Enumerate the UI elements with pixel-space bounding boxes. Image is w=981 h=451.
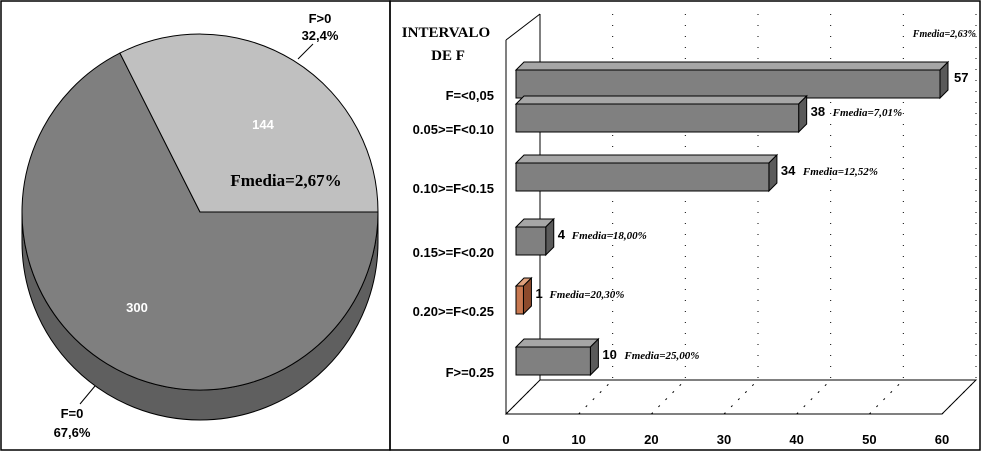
bar [514,217,555,257]
bar-value-label: 4 [558,227,566,242]
bar-series [514,60,950,377]
category-label: 0.20>=F<0.25 [413,304,494,319]
bar-value-label: 1 [535,286,542,301]
floor-gridline [505,379,541,415]
pie-leader-small [297,43,314,60]
bar [514,94,808,134]
pie-label-small-name: F>0 [309,11,332,26]
bar-category-labels: F=<0,05 0.05>=F<0.10 0.10>=F<0.15 0.15>=F<0… [413,88,494,380]
x-tick-label: 50 [862,432,876,447]
bar-value-label: 57 [954,70,968,85]
bar-annotation: Fmedia=7,01% [832,107,903,119]
pie-leader-large [79,385,96,405]
pie-label-large-percent: 67,6% [54,425,91,440]
bar-value-label: 38 [811,104,825,119]
bar-x-ticks: 0 10 20 30 40 50 60 [502,432,949,447]
category-label: 0.05>=F<0.10 [413,122,494,137]
floor-gridline [723,379,759,415]
pie-slice-large [21,52,379,391]
pie-label-large-name: F=0 [61,406,84,421]
pie-slice-large-value: 300 [126,300,148,315]
left-wall-top [505,13,541,41]
bar [514,276,533,316]
bar [514,337,600,377]
bar-annotation: Fmedia=20,30% [548,289,624,301]
category-header-line1: INTERVALO [402,25,490,41]
category-label: F=<0,05 [446,88,494,103]
floor-gridline [796,379,832,415]
x-tick-label: 40 [789,432,803,447]
bar-value-labels: 57 Fmedia=2,63% 38 Fmedia=7,01% 34 Fmedia=12,… [535,29,976,362]
bar [514,60,950,100]
bar-annotation: Fmedia=25,00% [623,350,699,362]
pie-slice-small-value: 144 [252,117,274,132]
floor-gridline [578,379,614,415]
bar-floor [504,379,978,415]
x-tick-label: 60 [935,432,949,447]
category-label: 0.10>=F<0.15 [413,181,494,196]
floor-gridline [941,379,977,415]
category-header-line2: DE F [431,48,465,64]
bar-annotation: Fmedia=12,52% [802,166,878,178]
bar-annotation: Fmedia=18,00% [571,230,647,242]
pie-slice-small [119,33,379,213]
bar-value-label: 10 [602,347,616,362]
floor-gridline [650,379,686,415]
x-tick-label: 20 [644,432,658,447]
pie-label-small-percent: 32,4% [302,28,339,43]
bar-panel-border [389,0,981,451]
x-tick-label: 0 [502,432,509,447]
x-tick-label: 30 [717,432,731,447]
bar-gridlines [505,14,977,415]
pie-chart: 144 300 Fmedia=2,67% F>0 32,4% F=0 67,6% [21,11,379,440]
floor-gridline [868,379,904,415]
pie-annotation: Fmedia=2,67% [230,171,341,190]
x-tick-label: 10 [571,432,585,447]
category-label: 0.15>=F<0.20 [413,245,494,260]
bar-chart: 57 Fmedia=2,63% 38 Fmedia=7,01% 34 Fmedia=12,… [402,13,978,447]
bar-annotation: Fmedia=2,63% [912,29,976,40]
bar [514,153,779,193]
category-label: F>=0.25 [446,365,494,380]
bar-value-label: 34 [781,163,796,178]
